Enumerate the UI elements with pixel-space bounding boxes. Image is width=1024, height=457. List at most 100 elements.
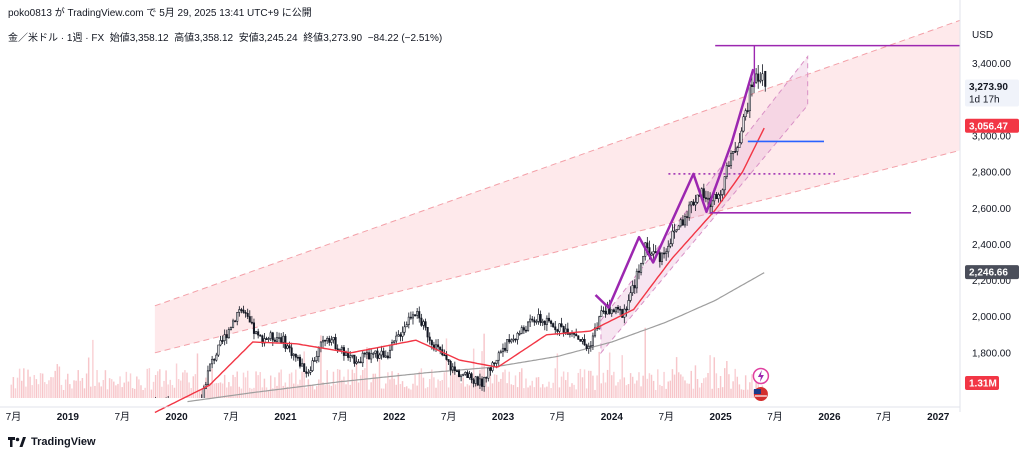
ma-fast-tag-bg	[965, 118, 1019, 133]
volume-bar	[48, 380, 50, 398]
candle-body	[215, 354, 218, 361]
volume-bar	[713, 357, 716, 398]
candle-body	[36, 453, 37, 457]
time-axis: 7月 2019 7月 2020 7月 2021 7月 2022 7月 2023 7月 2024 7月 20…	[0, 406, 960, 423]
candle-body	[190, 405, 191, 411]
candle-body	[73, 452, 74, 454]
candle-body	[485, 377, 488, 379]
volume-bar	[169, 379, 172, 398]
volume-bar	[320, 335, 322, 398]
volume-bar	[592, 375, 594, 398]
event-flash-icon[interactable]	[752, 367, 770, 385]
volume-bar	[514, 375, 517, 398]
event-us-flag-icon[interactable]	[753, 387, 768, 401]
tradingview-brand[interactable]: TradingView	[8, 436, 96, 448]
candle-body	[445, 355, 448, 360]
candle-body	[598, 316, 601, 329]
high-label: 高値	[174, 33, 195, 44]
candle-body	[443, 354, 446, 357]
volume-bar	[539, 387, 542, 398]
volume-bar	[600, 383, 603, 398]
volume-bar	[246, 370, 249, 398]
time-tick-label: 7月	[658, 411, 674, 423]
candle-body	[560, 323, 563, 327]
volume-bar	[504, 369, 506, 398]
candle-body	[101, 440, 102, 445]
candle-body	[401, 331, 404, 337]
volume-bar	[464, 386, 467, 398]
volume-bar	[27, 369, 29, 398]
symbol-label[interactable]: 金／米ドル · 1週 · FX	[8, 33, 105, 44]
volume-bar	[180, 380, 182, 398]
volume-bar	[627, 384, 630, 398]
candle-body	[248, 316, 251, 323]
volume-bar	[58, 366, 61, 398]
volume-bar	[79, 380, 82, 398]
candle-body	[464, 372, 467, 375]
volume-bar	[711, 388, 713, 398]
candle-body	[679, 219, 682, 227]
volume-bar	[41, 373, 44, 398]
volume-bar	[288, 373, 291, 398]
volume-tag-bg	[965, 376, 999, 390]
volume-bar	[475, 376, 477, 398]
volume-bar	[523, 388, 525, 398]
candle-body	[516, 332, 519, 340]
channel-lower-line	[154, 149, 960, 354]
volume-bar	[364, 368, 366, 398]
volume-bar	[726, 360, 728, 398]
volume-bar	[209, 382, 211, 398]
volume-bar	[347, 369, 349, 398]
candle-body	[627, 300, 630, 311]
volume-bar	[546, 386, 548, 398]
candle-body	[681, 219, 684, 226]
candle-body	[654, 251, 657, 253]
candle-body	[225, 334, 228, 339]
volume-bar	[192, 376, 195, 398]
time-tick-label: 7月	[223, 411, 239, 423]
volume-bar	[629, 373, 632, 398]
time-tick-label: 7月	[876, 411, 892, 423]
candle-body	[755, 73, 758, 83]
price-tick-label: 2,000.00	[972, 312, 1011, 323]
candle-body	[286, 345, 289, 349]
candle-body	[619, 308, 622, 311]
candle-body	[134, 415, 135, 416]
volume-bar	[422, 377, 425, 398]
volume-bar	[594, 389, 596, 398]
ma-slow-tag: 2,246.66	[969, 268, 1008, 279]
volume-bar	[393, 378, 395, 398]
volume-bar	[67, 373, 69, 398]
candle-body	[340, 347, 343, 350]
candle-body	[113, 431, 114, 435]
time-tick-label: 7月	[767, 411, 783, 423]
candle-body	[510, 339, 513, 343]
volume-bar	[535, 377, 538, 398]
price-tick-label: 2,800.00	[972, 168, 1011, 179]
volume-bar	[724, 368, 726, 398]
volume-bar	[334, 384, 337, 398]
time-tick-label: 7月	[114, 411, 130, 423]
volume-bar	[230, 386, 232, 398]
volume-bar	[385, 383, 387, 398]
close-label: 終値	[303, 33, 324, 44]
candle-body	[541, 320, 544, 323]
candle-body	[537, 314, 540, 322]
candle-body	[694, 201, 697, 206]
candle-body	[428, 336, 431, 341]
volume-bar	[577, 372, 580, 398]
candle-body	[476, 376, 479, 386]
candle-body	[430, 340, 433, 346]
volume-bar	[213, 383, 215, 398]
candle-body	[462, 373, 465, 376]
volume-bar	[238, 386, 241, 398]
volume-bar	[491, 383, 494, 398]
volume-bar	[403, 387, 406, 398]
candle-body	[727, 165, 730, 167]
candle-body	[468, 373, 471, 378]
low-label: 安値	[238, 33, 259, 44]
volume-bar	[703, 378, 705, 398]
volume-bar	[326, 370, 328, 398]
volume-bar	[447, 387, 450, 398]
